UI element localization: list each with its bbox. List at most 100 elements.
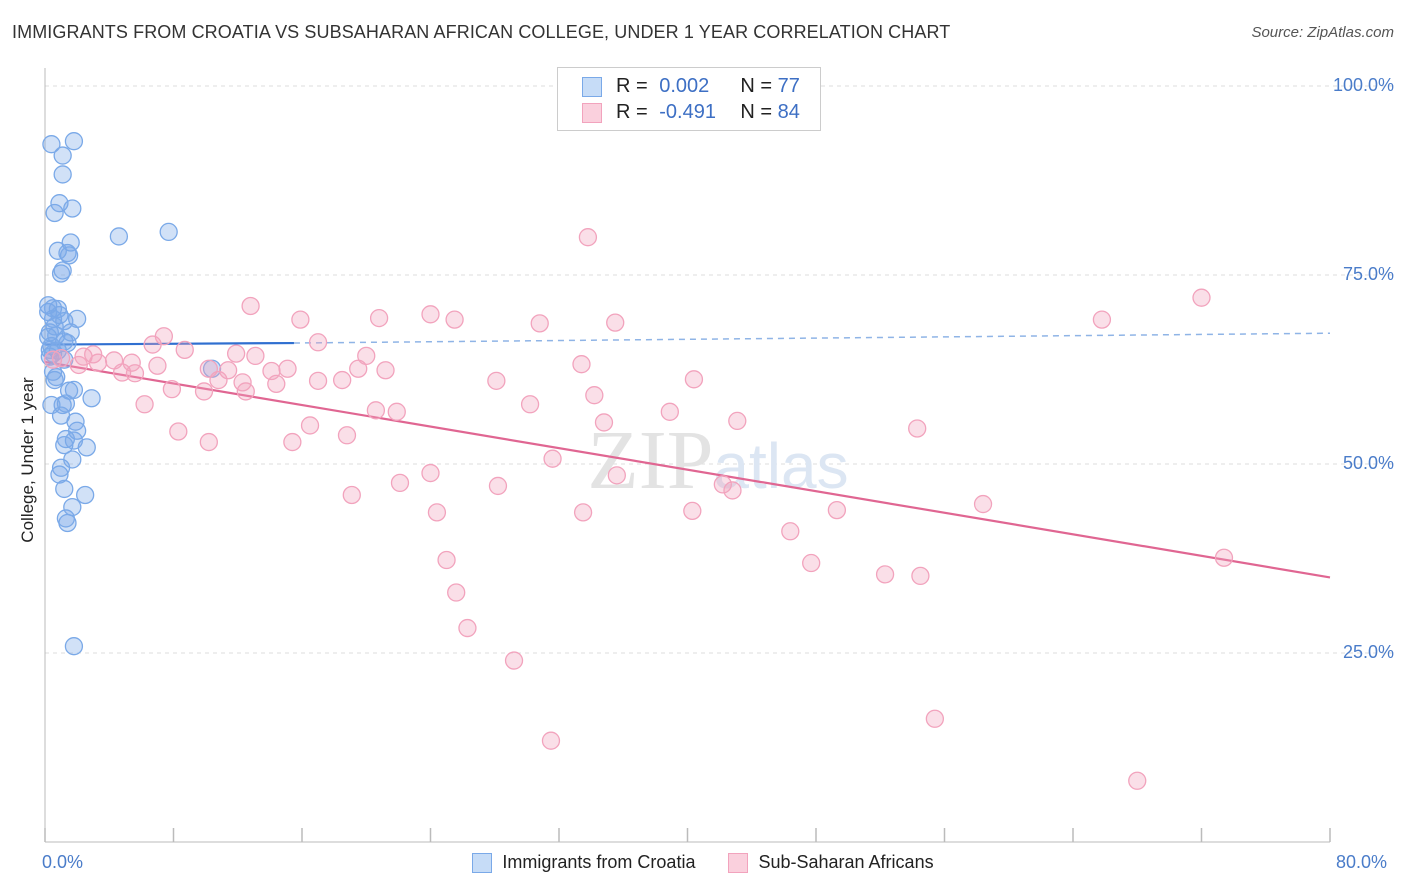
y-tick-label: 100.0% [1332, 75, 1394, 95]
croatia-point [55, 479, 74, 499]
subsaharan-point [488, 476, 508, 496]
subsaharan-point [283, 432, 302, 452]
subsaharan-point [683, 501, 702, 521]
legend-row-subsaharan: R = -0.491 N = 84 [582, 101, 800, 127]
legend-n-value: 77 [777, 75, 800, 97]
croatia-point [109, 227, 129, 246]
subsaharan-point [520, 395, 540, 414]
subsaharan-point [390, 473, 410, 493]
axes [44, 68, 1331, 843]
subsaharan-point [487, 371, 506, 390]
croatia-point [42, 135, 61, 154]
croatia-point [64, 380, 84, 400]
subsaharan-point [684, 370, 704, 389]
subsaharan-point [300, 416, 320, 435]
subsaharan-point [728, 411, 747, 431]
y-tick-label: 50.0% [1342, 453, 1394, 473]
subsaharan-point [504, 651, 524, 670]
y-tick-label: 75.0% [1342, 264, 1394, 284]
subsaharan-point [337, 426, 357, 445]
croatia-point [159, 222, 178, 242]
legend-r-value: -0.491 [659, 101, 716, 123]
watermark-atlas: atlas [713, 430, 848, 502]
watermark: ZIPatlas [587, 414, 848, 507]
subsaharan-point [135, 395, 154, 414]
subsaharan-point [122, 353, 141, 372]
subsaharan-point [660, 402, 679, 421]
subsaharan-point [875, 565, 895, 584]
croatia-point [45, 317, 64, 336]
subsaharan-point [51, 349, 71, 368]
croatia-point [76, 485, 95, 505]
legend-label-subsaharan: Sub-Saharan Africans [758, 852, 934, 872]
croatia-point [64, 637, 84, 656]
subsaharan-point [594, 413, 614, 432]
subsaharan-point [308, 333, 328, 352]
croatia-point [51, 264, 71, 283]
subsaharan-point [421, 463, 440, 483]
croatia-point [51, 458, 71, 477]
legend-n-value: 84 [777, 101, 800, 123]
legend-item-subsaharan: Sub-Saharan Africans [728, 852, 934, 874]
croatia-point [63, 199, 82, 218]
croatia-trend-extension [293, 332, 1331, 344]
subsaharan-point [530, 314, 549, 333]
legend-item-croatia: Immigrants from Croatia [472, 852, 696, 874]
subsaharan-point [366, 401, 386, 420]
subsaharan-point [827, 500, 847, 520]
subsaharan-swatch [728, 853, 749, 874]
croatia-point [53, 165, 72, 184]
subsaharan-point [585, 386, 604, 405]
legend-n-label: N = [740, 75, 773, 97]
legend-label-croatia: Immigrants from Croatia [502, 852, 696, 872]
subsaharan-point [278, 359, 297, 378]
subsaharan-point [333, 370, 352, 390]
subsaharan-point [421, 305, 440, 324]
subsaharan-point [911, 566, 930, 586]
subsaharan-point [236, 382, 255, 401]
subsaharan-point [125, 364, 145, 383]
subsaharan-point [925, 709, 945, 728]
data-points [39, 132, 1234, 790]
subsaharan-point [541, 731, 561, 750]
subsaharan-point [291, 310, 310, 329]
subsaharan-point [802, 553, 821, 573]
subsaharan-swatch [582, 102, 602, 123]
croatia-point [82, 389, 101, 408]
subsaharan-point [175, 340, 194, 359]
subsaharan-point [573, 503, 593, 522]
source-label: Source: ZipAtlas.com [1251, 24, 1394, 41]
legend-row-croatia: R = 0.002 N = 77 [582, 75, 800, 101]
subsaharan-point [543, 449, 562, 468]
subsaharan-point [246, 346, 265, 366]
croatia-point [77, 438, 96, 457]
y-axis-label: College, Under 1 year [18, 377, 37, 543]
subsaharan-point [606, 313, 625, 332]
croatia-swatch [582, 76, 602, 97]
subsaharan-point [162, 380, 182, 399]
subsaharan-point [1192, 288, 1211, 307]
subsaharan-point [112, 363, 132, 382]
subsaharan-point [199, 432, 218, 452]
croatia-point [64, 132, 84, 151]
croatia-point [53, 146, 72, 165]
croatia-point [66, 412, 85, 431]
subsaharan-point [572, 355, 591, 374]
subsaharan-point [376, 361, 395, 380]
y-tick-label: 25.0% [1342, 642, 1394, 662]
croatia-point [55, 311, 74, 331]
subsaharan-point [437, 550, 456, 570]
grid-lines [45, 85, 1392, 654]
legend-r-label: R = [616, 101, 648, 123]
subsaharan-point [69, 355, 88, 375]
croatia-point [53, 261, 72, 280]
subsaharan-point [427, 503, 447, 522]
legend-n-label: N = [740, 101, 773, 123]
subsaharan-point [1092, 310, 1112, 329]
subsaharan-point [267, 374, 286, 394]
subsaharan-point [241, 296, 260, 316]
subsaharan-point [194, 382, 214, 401]
subsaharan-point [607, 466, 626, 485]
subsaharan-point [781, 522, 800, 541]
subsaharan-point [578, 228, 598, 247]
